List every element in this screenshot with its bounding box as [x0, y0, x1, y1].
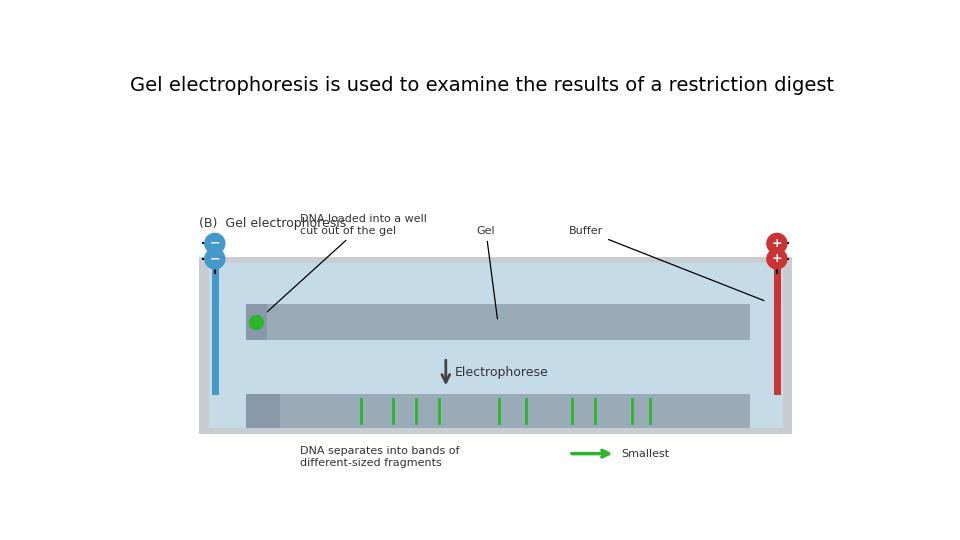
- Bar: [246, 303, 267, 340]
- Bar: [246, 394, 280, 428]
- Bar: [246, 303, 750, 340]
- Text: +: +: [772, 237, 782, 250]
- Text: Smallest: Smallest: [621, 449, 669, 458]
- Circle shape: [204, 233, 225, 253]
- Bar: [200, 257, 792, 346]
- Text: −: −: [209, 237, 220, 250]
- Text: Buffer: Buffer: [569, 226, 764, 301]
- Text: Gel electrophoresis is used to examine the results of a restriction digest: Gel electrophoresis is used to examine t…: [131, 76, 834, 96]
- Bar: [208, 264, 783, 340]
- Text: −: −: [209, 252, 220, 265]
- Text: DNA loaded into a well
cut out of the gel: DNA loaded into a well cut out of the ge…: [258, 214, 426, 320]
- Text: Gel: Gel: [476, 226, 497, 319]
- Text: +: +: [772, 252, 782, 265]
- Bar: [246, 394, 750, 428]
- Circle shape: [204, 249, 225, 269]
- Text: DNA separates into bands of
different-sized fragments: DNA separates into bands of different-si…: [300, 446, 459, 468]
- Bar: [208, 279, 783, 428]
- Text: (B)  Gel electrophoresis: (B) Gel electrophoresis: [200, 217, 347, 231]
- Circle shape: [767, 233, 787, 253]
- Circle shape: [767, 249, 787, 269]
- Bar: [200, 273, 792, 434]
- Text: Electrophorese: Electrophorese: [455, 366, 549, 379]
